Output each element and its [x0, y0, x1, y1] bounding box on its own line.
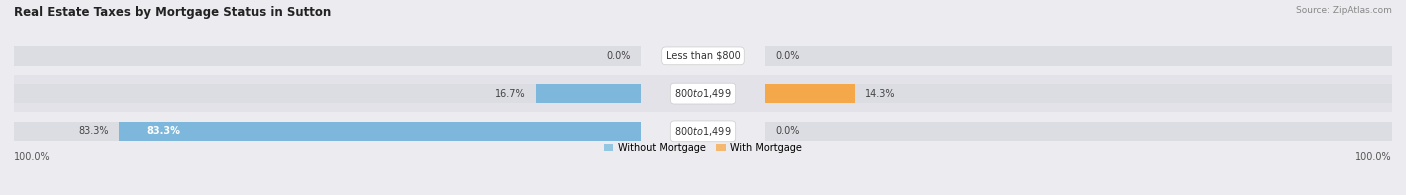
Legend: Without Mortgage, With Mortgage: Without Mortgage, With Mortgage	[600, 139, 806, 157]
Text: 100.0%: 100.0%	[14, 152, 51, 162]
Bar	[14, 37, 1392, 75]
Text: Source: ZipAtlas.com: Source: ZipAtlas.com	[1296, 6, 1392, 15]
Bar	[14, 84, 641, 103]
Bar	[118, 121, 641, 141]
Bar	[765, 121, 1392, 141]
Bar	[14, 121, 641, 141]
Text: 100.0%: 100.0%	[1355, 152, 1392, 162]
Bar	[765, 84, 855, 103]
Text: Less than $800: Less than $800	[665, 51, 741, 61]
Bar	[14, 46, 641, 66]
Text: 0.0%: 0.0%	[775, 126, 800, 136]
Text: 0.0%: 0.0%	[606, 51, 631, 61]
Text: 14.3%: 14.3%	[865, 89, 896, 99]
Bar	[536, 84, 641, 103]
Bar	[765, 46, 1392, 66]
Text: 83.3%: 83.3%	[146, 126, 180, 136]
Text: 0.0%: 0.0%	[775, 51, 800, 61]
Text: Real Estate Taxes by Mortgage Status in Sutton: Real Estate Taxes by Mortgage Status in …	[14, 6, 332, 19]
Bar	[14, 113, 1392, 150]
Text: $800 to $1,499: $800 to $1,499	[675, 87, 731, 100]
Text: 83.3%: 83.3%	[77, 126, 108, 136]
Bar	[765, 84, 1392, 103]
Text: 16.7%: 16.7%	[495, 89, 526, 99]
Text: $800 to $1,499: $800 to $1,499	[675, 125, 731, 138]
Bar	[14, 75, 1392, 113]
